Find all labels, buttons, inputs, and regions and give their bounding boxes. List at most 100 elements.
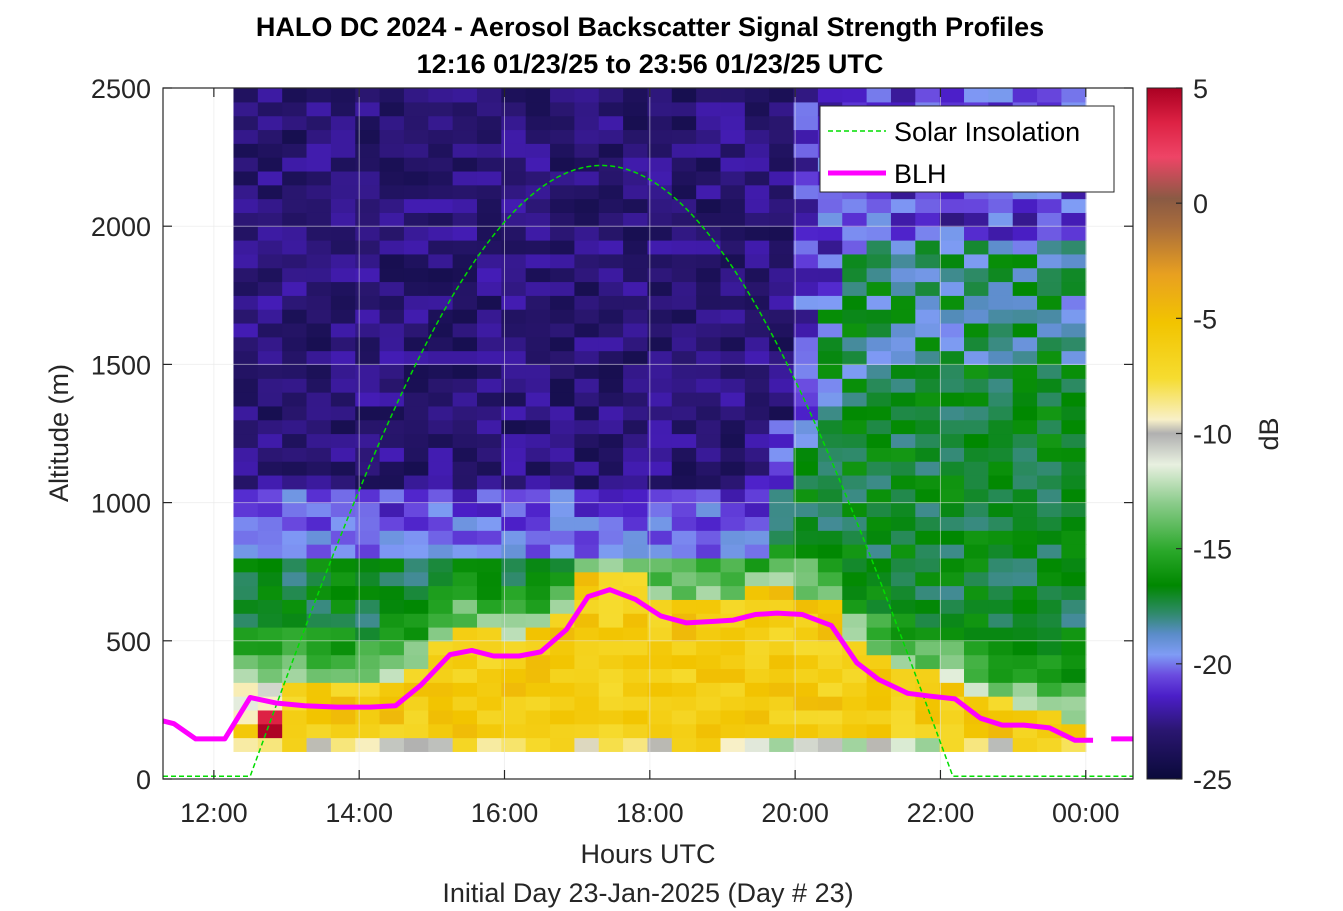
heatmap-cell — [623, 530, 649, 545]
heatmap-cell — [428, 378, 454, 393]
heatmap-cell — [720, 668, 746, 683]
heatmap-cell — [574, 226, 600, 241]
heatmap-cell — [282, 378, 308, 393]
heatmap-cell — [866, 530, 892, 545]
heatmap-cell — [574, 405, 600, 421]
heatmap-cell — [842, 253, 868, 269]
chart-subtitle: 12:16 01/23/25 to 23:56 01/23/25 UTC — [417, 49, 884, 79]
heatmap-cell — [793, 461, 819, 476]
heatmap-cell — [379, 530, 405, 545]
heatmap-cell — [842, 88, 868, 103]
heatmap-cell — [769, 696, 795, 711]
heatmap-cell — [793, 585, 819, 600]
heatmap-cell — [817, 668, 843, 683]
heatmap-cell — [525, 654, 551, 670]
heatmap-cell — [282, 668, 308, 683]
heatmap-cell — [306, 530, 332, 545]
heatmap-cell — [623, 309, 649, 324]
heatmap-cell — [647, 129, 673, 144]
heatmap-cell — [476, 267, 502, 283]
heatmap-cell — [501, 557, 527, 573]
heatmap-cell — [550, 240, 575, 255]
heatmap-cell — [817, 309, 843, 324]
heatmap-cell — [647, 544, 673, 559]
heatmap-cell — [403, 336, 429, 352]
heatmap-cell — [671, 626, 697, 642]
heatmap-cell — [403, 654, 429, 670]
heatmap-cell — [769, 544, 795, 559]
heatmap-cell — [355, 253, 381, 269]
heatmap-cell — [1012, 281, 1038, 296]
heatmap-cell — [769, 502, 795, 518]
heatmap-cell — [428, 709, 454, 725]
heatmap-cell — [355, 544, 381, 559]
heatmap-cell — [1037, 433, 1063, 448]
heatmap-cell — [598, 88, 624, 103]
heatmap-cell — [988, 419, 1014, 435]
heatmap-cell — [452, 309, 478, 324]
heatmap-cell — [623, 447, 649, 462]
heatmap-cell — [793, 626, 819, 642]
heatmap-cell — [720, 309, 746, 324]
heatmap-cell — [988, 557, 1014, 573]
heatmap-cell — [1012, 654, 1038, 670]
heatmap-cell — [866, 267, 892, 283]
heatmap-cell — [574, 682, 600, 697]
heatmap-cell — [671, 571, 697, 587]
heatmap-cell — [476, 364, 502, 379]
heatmap-cell — [769, 419, 795, 435]
heatmap-cell — [1012, 571, 1038, 587]
heatmap-cell — [1037, 557, 1063, 573]
heatmap-cell — [257, 392, 283, 407]
heatmap-cell — [720, 88, 746, 103]
heatmap-cell — [355, 599, 381, 614]
heatmap-cell — [574, 419, 600, 435]
heatmap-cell — [476, 474, 502, 490]
heatmap-cell — [744, 253, 770, 269]
heatmap-cell — [744, 336, 770, 352]
heatmap-cell — [428, 336, 454, 352]
heatmap-cell — [866, 240, 892, 255]
heatmap-cell — [671, 640, 697, 656]
heatmap-cell — [476, 461, 502, 476]
heatmap-cell — [964, 392, 989, 407]
heatmap-cell — [525, 668, 551, 683]
heatmap-cell — [1061, 682, 1087, 697]
heatmap-cell — [306, 267, 332, 283]
heatmap-cell — [890, 544, 916, 559]
heatmap-cell — [988, 530, 1014, 545]
heatmap-cell — [452, 157, 478, 172]
heatmap-cell — [403, 723, 429, 739]
heatmap-cell — [379, 350, 405, 365]
heatmap-cell — [696, 143, 722, 158]
heatmap-cell — [769, 709, 795, 725]
heatmap-cell — [915, 488, 941, 504]
heatmap-cell — [1012, 240, 1038, 255]
heatmap-cell — [379, 253, 405, 269]
heatmap-cell — [671, 668, 697, 683]
heatmap-cell — [355, 723, 381, 739]
heatmap-cell — [939, 530, 965, 545]
heatmap-cell — [793, 488, 819, 504]
heatmap-cell — [306, 668, 332, 683]
heatmap-cell — [598, 530, 624, 545]
heatmap-cell — [476, 322, 502, 338]
heatmap-cell — [598, 516, 624, 531]
heatmap-cell — [769, 557, 795, 573]
heatmap-cell — [282, 101, 308, 117]
heatmap-cell — [744, 157, 770, 172]
y-tick-label: 2500 — [91, 74, 151, 104]
heatmap-cell — [501, 419, 527, 435]
heatmap-cell — [817, 267, 843, 283]
heatmap-cell — [233, 640, 259, 656]
heatmap-cell — [1061, 516, 1087, 531]
heatmap-cell — [330, 613, 356, 628]
heatmap-cell — [842, 461, 868, 476]
heatmap-cell — [793, 696, 819, 711]
heatmap-cell — [403, 530, 429, 545]
heatmap-cell — [476, 419, 502, 435]
heatmap-cell — [1037, 668, 1063, 683]
heatmap-cell — [379, 654, 405, 670]
heatmap-cell — [403, 613, 429, 628]
heatmap-cell — [550, 557, 575, 573]
